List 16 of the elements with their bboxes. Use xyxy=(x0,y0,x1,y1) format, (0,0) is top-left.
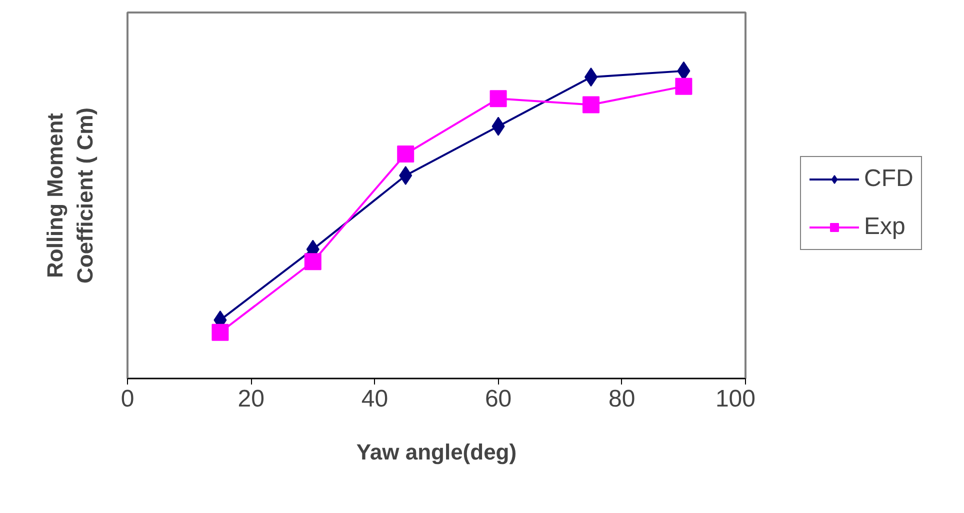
x-tick-label: 80 xyxy=(608,386,636,412)
point xyxy=(397,145,414,162)
x-tick-label: 20 xyxy=(238,386,264,412)
x-tick-label: 100 xyxy=(715,386,756,412)
point xyxy=(675,78,692,95)
x-tick-label: 40 xyxy=(361,386,388,412)
point xyxy=(304,253,322,270)
point xyxy=(212,324,229,341)
y-axis-title: Rolling Moment Coefficient ( Cm) xyxy=(42,108,98,284)
x-axis-title: Yaw angle(deg) xyxy=(356,440,517,464)
x-tick-label: 0 xyxy=(120,386,134,412)
legend-label: CFD xyxy=(864,165,914,193)
legend-label: Exp xyxy=(864,213,906,241)
point xyxy=(490,90,507,108)
x-tick-label: 60 xyxy=(484,386,512,412)
point xyxy=(582,96,600,114)
